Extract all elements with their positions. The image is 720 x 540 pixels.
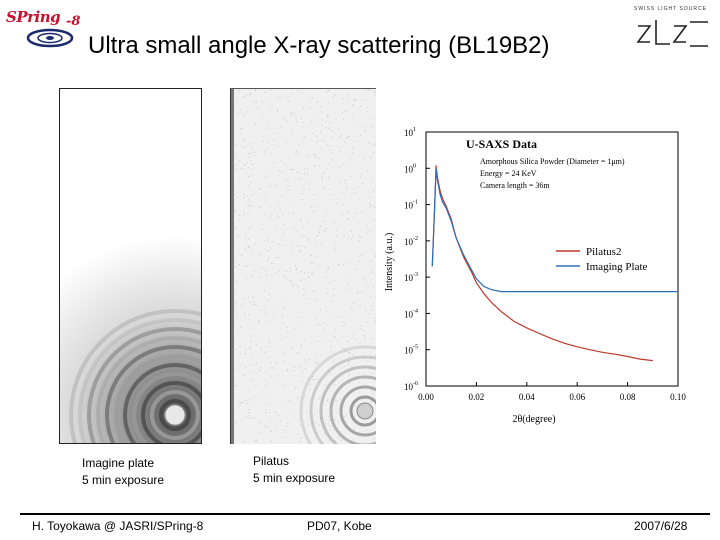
chart-y-tick-label: 101 (404, 127, 416, 138)
chart-x-tick-label: 0.06 (569, 392, 585, 402)
chart-y-axis-label: Intensity (a.u.) (384, 233, 395, 292)
chart-x-tick-label: 0.04 (519, 392, 535, 402)
footer-date: 2007/6/28 (634, 519, 688, 533)
usaxs-chart: 101 100 10-1 10-2 10-3 10-4 10-5 10-6 0.00 0.02 0… (376, 124, 688, 430)
footer-divider (20, 513, 710, 515)
spring8-suffix: -8 (66, 14, 81, 29)
slide-title: Ultra small angle X-ray scattering (BL19… (88, 32, 550, 59)
imaging-plate-caption-line2: 5 min exposure (82, 473, 165, 487)
chart-y-tick-label: 10-5 (404, 345, 418, 356)
chart-legend-label: Imaging Plate (586, 261, 648, 273)
sls-subtitle: SWISS LIGHT SOURCE (634, 6, 707, 12)
chart-y-tick-label: 10-2 (404, 236, 418, 247)
spring8-orbit-icon (26, 28, 74, 48)
chart-legend-label: Pilatus2 (586, 246, 621, 258)
chart-title: U-SAXS Data (466, 137, 537, 151)
chart-y-tick-label: 100 (404, 163, 416, 174)
chart-annotation-1: Amorphous Silica Powder (Diameter = 1μm) (480, 157, 625, 166)
spring8-wordmark: SPring (6, 8, 61, 26)
footer-author: H. Toyokawa @ JASRI/SPring-8 (32, 519, 204, 533)
chart-y-tick-label: 10-4 (404, 308, 418, 319)
chart-y-tick-label: 10-6 (404, 381, 418, 392)
imaging-plate-caption-line1: Imagine plate (82, 456, 155, 470)
chart-series-line-imaging-plate (431, 168, 678, 293)
chart-y-tick-label: 10-3 (404, 272, 418, 283)
chart-x-tick-label: 0.08 (620, 392, 636, 402)
imaging-plate-image (59, 88, 202, 444)
pilatus-image (230, 88, 376, 444)
imaging-plate-caption: Imagine plate 5 min exposure (82, 455, 164, 489)
pilatus-caption-line2: 5 min exposure (253, 471, 336, 485)
chart-y-tick-label: 10-1 (404, 200, 418, 211)
pilatus-caption-line1: Pilatus (253, 454, 290, 468)
chart-annotation-2: Energy = 24 KeV (480, 169, 537, 178)
chart-x-axis-label: 2θ(degree) (512, 414, 555, 425)
chart-plot-frame (425, 131, 679, 387)
chart-x-tick-label: 0.10 (670, 392, 686, 402)
spring8-logo: SPring -8 (4, 6, 84, 50)
pilatus-caption: Pilatus 5 min exposure (253, 453, 335, 487)
sls-logo: SWISS LIGHT SOURCE (630, 4, 714, 48)
chart-x-tick-label: 0.00 (418, 392, 434, 402)
chart-series-line-pilatus2 (431, 165, 653, 362)
chart-annotation-3: Camera length = 36m (480, 181, 550, 190)
sls-wordmark-icon (636, 20, 708, 47)
footer-venue: PD07, Kobe (307, 519, 372, 533)
chart-x-tick-label: 0.02 (469, 392, 485, 402)
